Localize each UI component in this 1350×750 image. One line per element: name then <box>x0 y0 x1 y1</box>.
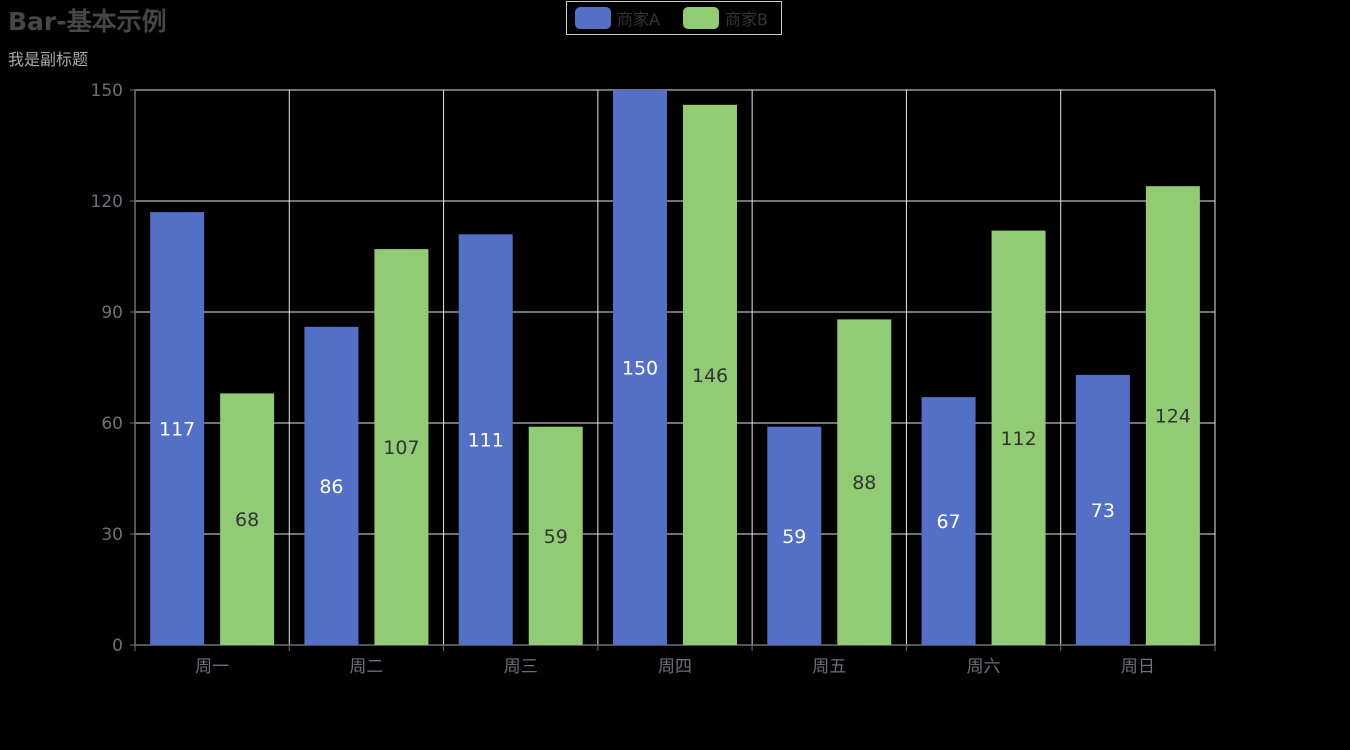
legend-swatch-series-b <box>683 7 719 29</box>
bar-series-b <box>220 393 275 645</box>
data-label: 73 <box>1091 500 1115 522</box>
data-label: 88 <box>852 472 876 494</box>
data-label: 59 <box>782 526 806 548</box>
y-tick-label: 60 <box>101 414 123 434</box>
x-tick-label: 周日 <box>1121 657 1155 677</box>
data-label: 68 <box>235 509 259 531</box>
bar-series-a <box>613 90 667 645</box>
bar-series-b <box>837 319 892 645</box>
data-label: 107 <box>383 437 419 459</box>
bar-series-a <box>767 426 822 645</box>
legend-item-series-b[interactable]: 商家B <box>683 7 768 29</box>
chart-subtitle: 我是副标题 <box>8 50 89 69</box>
data-label: 117 <box>159 419 195 441</box>
data-label: 111 <box>468 430 504 452</box>
data-label: 67 <box>936 511 960 533</box>
bar-series-a <box>921 397 976 645</box>
x-tick-label: 周五 <box>812 657 846 677</box>
y-tick-label: 30 <box>101 525 123 545</box>
bar-series-a <box>458 234 513 646</box>
y-tick-label: 150 <box>91 81 123 101</box>
bar-series-b <box>683 104 737 646</box>
data-label: 150 <box>622 358 658 380</box>
data-label: 59 <box>544 526 568 548</box>
legend-label-series-b: 商家B <box>725 10 768 29</box>
bar-series-a <box>150 212 205 645</box>
y-tick-label: 90 <box>101 303 123 323</box>
y-tick-label: 0 <box>112 636 123 656</box>
bar-series-b <box>374 249 429 645</box>
legend-swatch-series-a <box>575 7 611 29</box>
y-tick-label: 120 <box>91 192 123 212</box>
bar-series-b <box>991 230 1046 645</box>
x-tick-label: 周六 <box>967 657 1001 677</box>
x-tick-label: 周三 <box>504 657 538 677</box>
bar-series-a <box>304 326 359 645</box>
data-label: 86 <box>319 476 343 498</box>
data-label: 146 <box>692 365 728 387</box>
data-label: 112 <box>1000 428 1036 450</box>
data-label: 124 <box>1155 406 1191 428</box>
chart-title: Bar-基本示例 <box>8 7 167 36</box>
chart-legend: 商家A 商家B <box>566 1 782 35</box>
bar-series-a <box>1075 374 1130 645</box>
bar-series-b <box>1145 186 1200 645</box>
x-tick-label: 周一 <box>195 657 229 677</box>
legend-item-series-a[interactable]: 商家A <box>575 7 660 29</box>
legend-label-series-a: 商家A <box>617 10 660 29</box>
x-tick-label: 周四 <box>658 657 692 677</box>
x-tick-label: 周二 <box>349 657 383 677</box>
bar-series-b <box>528 426 583 645</box>
